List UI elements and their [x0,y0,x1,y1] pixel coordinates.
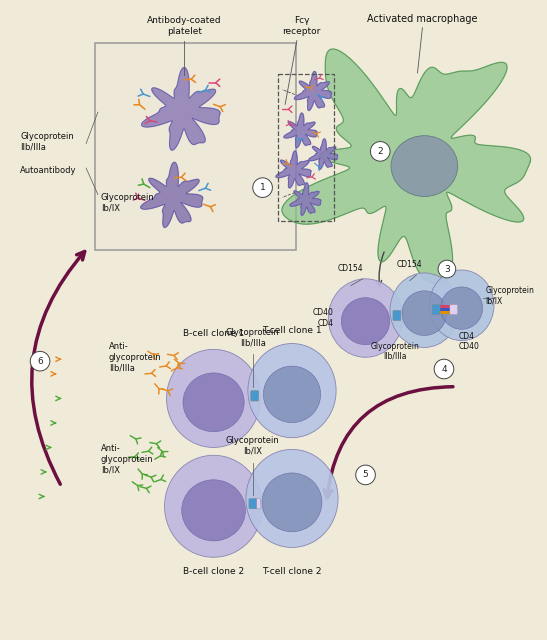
FancyBboxPatch shape [436,311,454,314]
Circle shape [30,351,50,371]
FancyBboxPatch shape [450,305,458,315]
Circle shape [438,260,456,278]
Text: T-cell clone 2: T-cell clone 2 [262,567,322,576]
Circle shape [253,178,272,198]
Text: 3: 3 [444,264,450,273]
FancyBboxPatch shape [95,42,296,250]
Ellipse shape [263,366,321,422]
Polygon shape [290,183,321,216]
Ellipse shape [429,270,494,340]
Text: CD40
CD4: CD40 CD4 [312,308,333,328]
Text: Activated macrophage: Activated macrophage [367,14,478,24]
Text: B-cell clone 1: B-cell clone 1 [183,329,244,338]
Circle shape [434,359,454,379]
Text: T-cell clone 1: T-cell clone 1 [262,326,322,335]
Text: CD154: CD154 [338,264,364,273]
Polygon shape [141,163,203,227]
Polygon shape [309,139,337,169]
Text: Glycoprotein
Ib/IX: Glycoprotein Ib/IX [485,286,534,305]
FancyBboxPatch shape [436,308,454,311]
Text: Fcγ
receptor: Fcγ receptor [283,16,321,36]
FancyBboxPatch shape [393,310,401,321]
FancyBboxPatch shape [251,391,259,401]
FancyBboxPatch shape [253,505,257,508]
Text: Anti-
glycoprotein
Ib/IX: Anti- glycoprotein Ib/IX [101,444,154,474]
Ellipse shape [262,473,322,532]
Polygon shape [142,68,220,150]
Ellipse shape [391,136,458,196]
Text: B-cell clone 2: B-cell clone 2 [183,567,244,576]
FancyBboxPatch shape [0,3,543,637]
Ellipse shape [402,291,447,335]
Polygon shape [294,72,331,111]
FancyBboxPatch shape [253,499,260,509]
Ellipse shape [165,455,263,557]
Circle shape [370,141,390,161]
Text: 2: 2 [377,147,383,156]
FancyBboxPatch shape [249,499,257,509]
Ellipse shape [440,287,482,330]
Text: 5: 5 [363,470,369,479]
Ellipse shape [182,480,246,541]
Ellipse shape [248,344,336,438]
Circle shape [356,465,375,484]
FancyBboxPatch shape [253,502,257,505]
Text: 6: 6 [37,356,43,365]
Text: CD154: CD154 [397,260,422,269]
Text: 4: 4 [441,365,447,374]
FancyBboxPatch shape [436,305,454,308]
Ellipse shape [166,349,260,447]
Text: Glycoprotein
IIb/IIIa: Glycoprotein IIb/IIIa [226,328,280,348]
Text: Glycoprotein
Ib/IX: Glycoprotein Ib/IX [101,193,155,212]
Text: CD4
CD40: CD4 CD40 [459,332,480,351]
Text: Glycoprotein
Ib/IX: Glycoprotein Ib/IX [226,436,280,455]
Text: Glycoprotein
IIb/IIIa: Glycoprotein IIb/IIIa [20,132,74,151]
Polygon shape [276,151,311,188]
Ellipse shape [328,279,403,357]
Text: Glycoprotein
IIb/IIIa: Glycoprotein IIb/IIIa [370,342,420,361]
Text: Anti-
glycoprotein
IIb/IIIa: Anti- glycoprotein IIb/IIIa [109,342,161,372]
Ellipse shape [246,449,338,547]
FancyBboxPatch shape [432,305,440,315]
Text: Autoantibody: Autoantibody [20,166,77,175]
Ellipse shape [390,273,459,348]
Polygon shape [284,113,317,148]
Ellipse shape [341,298,390,345]
Text: Antibody-coated
platelet: Antibody-coated platelet [147,16,222,36]
Text: 1: 1 [260,183,265,192]
FancyBboxPatch shape [253,500,257,502]
Polygon shape [282,49,531,284]
Ellipse shape [183,373,244,432]
FancyBboxPatch shape [393,310,401,321]
FancyBboxPatch shape [251,391,259,401]
